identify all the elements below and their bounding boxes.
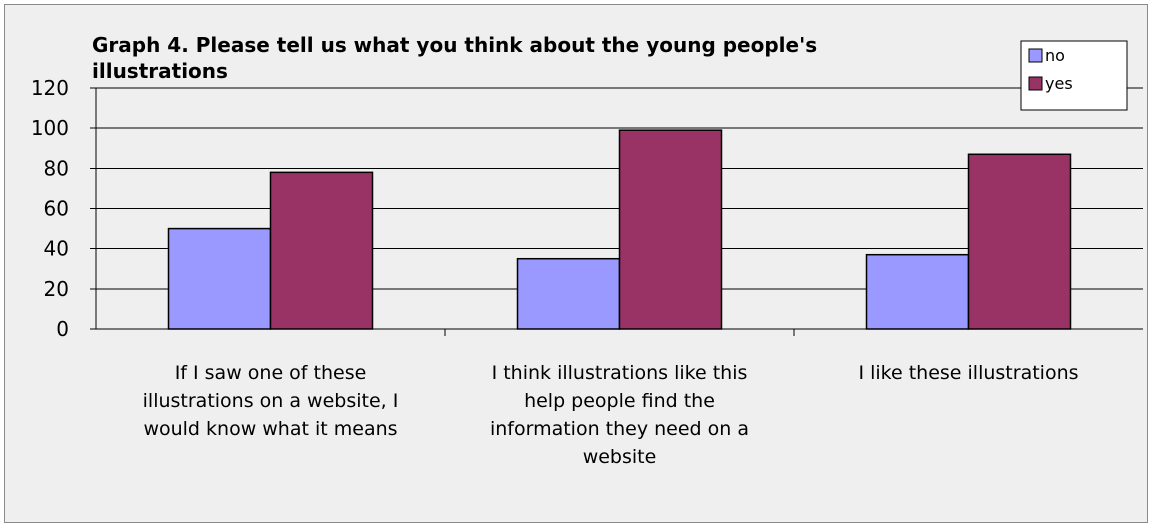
y-tick-label: 120 bbox=[31, 76, 69, 100]
legend-swatch-yes bbox=[1028, 76, 1043, 91]
legend-label-no: no bbox=[1045, 46, 1065, 65]
y-tick-labels: 0 20 40 60 80 100 120 bbox=[31, 76, 69, 341]
bar-yes bbox=[269, 171, 374, 330]
legend-box bbox=[1020, 40, 1128, 111]
category-label: information they need on a bbox=[490, 418, 749, 440]
y-tick-label: 80 bbox=[44, 156, 69, 180]
bars bbox=[167, 129, 1072, 330]
chart-title: Graph 4. Please tell us what you think a… bbox=[92, 33, 817, 83]
chart-frame: 0 20 40 60 80 100 120 If I saw one of these ill… bbox=[4, 4, 1148, 523]
y-tick-label: 40 bbox=[44, 237, 69, 261]
bar-no bbox=[167, 227, 272, 330]
category-label: I like these illustrations bbox=[858, 362, 1078, 384]
legend: no yes bbox=[1020, 40, 1128, 111]
chart-title-line: illustrations bbox=[92, 59, 228, 83]
category-labels: If I saw one of these illustrations on a … bbox=[143, 362, 1079, 468]
category-label: If I saw one of these bbox=[175, 362, 367, 384]
category-label: help people find the bbox=[524, 390, 715, 412]
category-label: would know what it means bbox=[143, 418, 397, 440]
category-label: illustrations on a website, I bbox=[143, 390, 399, 412]
y-tick-label: 100 bbox=[31, 116, 69, 140]
axes bbox=[90, 87, 1143, 336]
legend-swatch-no bbox=[1028, 48, 1043, 63]
bar-no bbox=[516, 257, 621, 330]
bar-chart: 0 20 40 60 80 100 120 If I saw one of these ill… bbox=[31, 33, 1143, 468]
bar-yes bbox=[967, 153, 1072, 330]
legend-label-yes: yes bbox=[1045, 74, 1073, 93]
category-label: I think illustrations like this bbox=[492, 362, 748, 384]
y-tick-label: 20 bbox=[44, 277, 69, 301]
y-tick-label: 60 bbox=[44, 197, 69, 221]
bar-no bbox=[865, 253, 970, 330]
category-label: website bbox=[583, 446, 657, 468]
y-tick-label: 0 bbox=[56, 317, 69, 341]
bar-yes bbox=[618, 129, 723, 330]
chart-title-line: Graph 4. Please tell us what you think a… bbox=[92, 33, 817, 57]
